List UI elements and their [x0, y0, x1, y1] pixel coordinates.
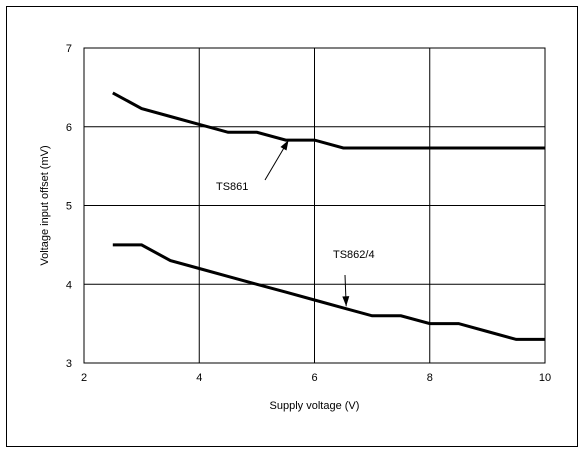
y-tick-label: 4 [66, 279, 72, 291]
x-tick-label: 2 [81, 372, 87, 384]
annotation-arrowhead-1 [342, 296, 350, 307]
annotation-arrowhead-0 [280, 140, 289, 151]
x-axis-label: Supply voltage (V) [270, 400, 360, 412]
grid [83, 47, 546, 364]
y-tick-label: 6 [66, 122, 72, 134]
y-tick-label: 3 [66, 358, 72, 370]
series-line-0 [112, 91, 545, 150]
series-layer [112, 91, 545, 341]
y-tick-label: 7 [66, 43, 72, 55]
x-tick-label: 10 [539, 372, 551, 384]
series-label-0: TS861 [216, 181, 248, 193]
series-label-1: TS862/4 [333, 249, 375, 261]
chart-frame [6, 6, 578, 447]
x-tick-label: 6 [311, 372, 317, 384]
tick-labels: 2 4 6 8 10 3 4 5 6 7 [66, 43, 551, 384]
y-tick-label: 5 [66, 201, 72, 213]
x-tick-label: 4 [196, 372, 202, 384]
plot-area-border [83, 47, 546, 364]
x-tick-label: 8 [427, 372, 433, 384]
y-axis-label: Voltage input offset (mV) [39, 145, 51, 265]
annotations: TS861 TS862/4 [216, 139, 375, 307]
series-line-1 [112, 243, 545, 341]
